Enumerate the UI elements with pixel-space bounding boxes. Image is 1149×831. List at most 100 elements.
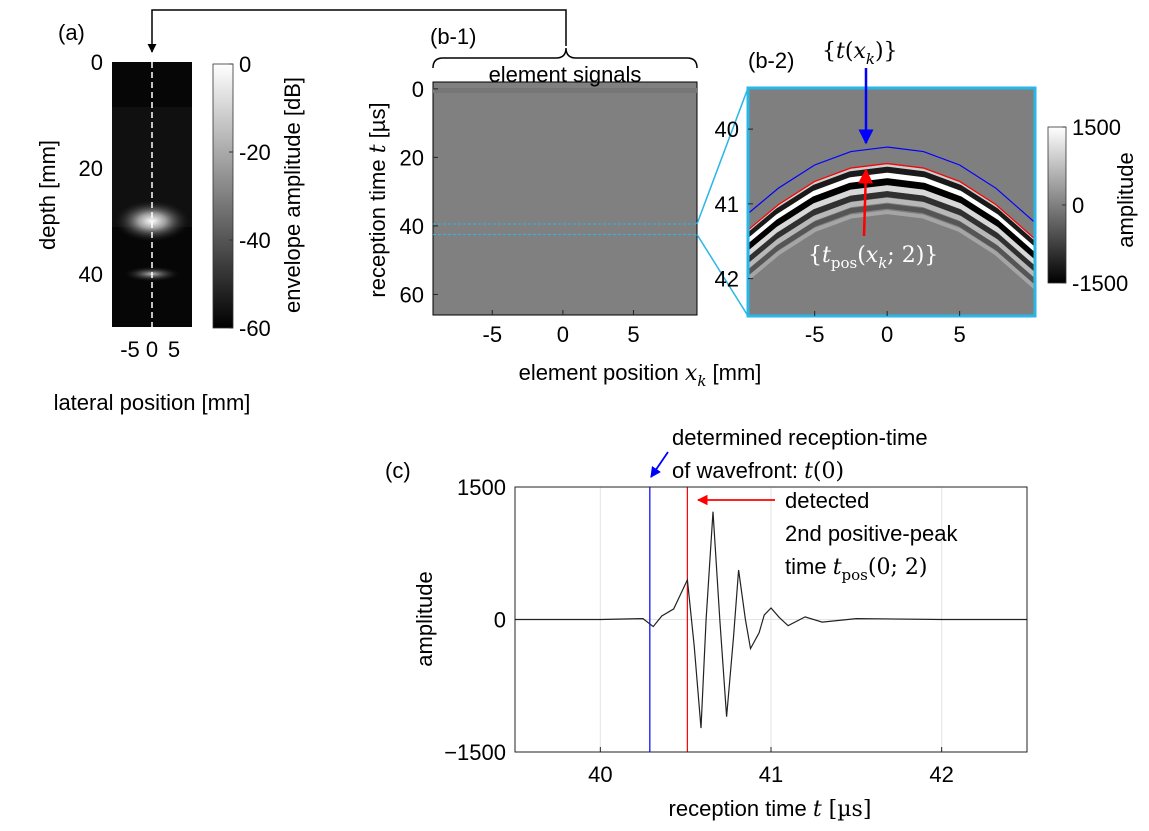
colorbar-label-part: envelope amplitude [dB]	[280, 77, 305, 313]
x-tick-label: 42	[929, 762, 953, 787]
x-tick-label: 0	[557, 322, 569, 347]
annotation: {t(xk)}	[822, 39, 898, 68]
y-axis-label: amplitude	[412, 571, 437, 666]
annotation-part: (0)	[813, 459, 844, 484]
annotation-arrow	[650, 451, 669, 478]
image-band	[748, 164, 1035, 243]
y-axis-label-part: depth [mm]	[35, 140, 60, 250]
annotation: time tpos(0; 2)	[785, 554, 927, 584]
colorbar-tick-label: -20	[239, 140, 271, 165]
annotation-part: t	[804, 459, 813, 484]
y-axis-label: reception time t [µs]	[365, 102, 391, 297]
annotation: detected	[785, 488, 869, 513]
x-axis-label-part: lateral position [mm]	[54, 390, 251, 415]
annotation-part: {	[822, 39, 836, 64]
curve	[748, 146, 1035, 224]
annotation-part: pos	[842, 566, 868, 584]
y-tick-label: 20	[400, 145, 424, 170]
y-axis-label-part: [µs]	[365, 102, 390, 144]
annotation-part: k	[878, 254, 887, 272]
echo	[112, 199, 192, 243]
x-axis-label-part: k	[697, 372, 706, 390]
y-tick-label: 40	[715, 117, 739, 142]
y-axis-label-part: amplitude	[412, 571, 437, 666]
waveform	[515, 511, 1027, 729]
y-tick-label: 20	[79, 156, 103, 181]
x-axis-label: reception time t [µs]	[669, 796, 872, 822]
zoom-line	[696, 87, 749, 225]
annotation-part: of wavefront:	[672, 458, 804, 483]
annotation-part: t	[833, 555, 842, 580]
y-tick-label: 1500	[457, 475, 506, 500]
x-axis-label-part: [µs]	[822, 797, 872, 822]
image-band	[748, 185, 1035, 266]
connector-arrow	[147, 9, 567, 53]
annotation: determined reception-time	[672, 425, 928, 450]
x-tick-label: -5	[483, 322, 503, 347]
image-band	[748, 178, 1035, 261]
x-axis-label: element position xk [mm]	[519, 360, 762, 390]
image-band	[748, 203, 1035, 284]
y-tick-label: 60	[400, 282, 424, 307]
image-band	[433, 88, 697, 93]
annotation-part: x	[866, 243, 879, 268]
colorbar-label: amplitude	[1113, 152, 1138, 247]
image-band	[748, 191, 1035, 272]
y-tick-label: 0	[494, 608, 506, 633]
x-tick-label: 0	[881, 322, 893, 347]
x-axis-label-part: x	[685, 361, 698, 386]
y-tick-label: 41	[715, 192, 739, 217]
y-axis-label-part: reception time	[365, 153, 390, 297]
annotation-part: )}	[875, 39, 898, 64]
image-band	[748, 210, 1035, 290]
x-tick-label: 40	[588, 762, 612, 787]
x-tick-label: 5	[954, 322, 966, 347]
colorbar-tick-label: -1500	[1072, 271, 1128, 296]
colorbar	[212, 63, 234, 329]
image	[432, 81, 698, 316]
x-tick-label: 5	[627, 322, 639, 347]
annotation-part: time	[785, 554, 833, 579]
y-axis-label-part: t	[366, 144, 391, 153]
colorbar-tick-label: 1500	[1072, 115, 1121, 140]
panel-label: (a)	[58, 20, 85, 45]
annotation-part: (	[845, 39, 854, 64]
image-band	[748, 197, 1035, 278]
x-tick-label: -5	[120, 337, 140, 362]
annotation-part: detected	[785, 488, 869, 513]
annotation-part: 2nd positive-peak	[785, 521, 958, 546]
x-axis-label-part: element position	[519, 360, 685, 385]
colorbar-tick-label: -40	[239, 228, 271, 253]
annotation: of wavefront: t(0)	[672, 458, 844, 484]
colorbar-tick-label: 0	[239, 52, 251, 77]
y-tick-label: −1500	[444, 740, 506, 765]
zoom-line	[696, 234, 749, 317]
annotation-part: k	[866, 50, 875, 68]
frame	[746, 86, 1037, 318]
colorbar-tick-label: 0	[1072, 193, 1084, 218]
x-axis-label-part: t	[813, 797, 822, 822]
annotation: {tpos(xk; 2)}	[808, 243, 938, 272]
panel-label: (b-1)	[430, 24, 476, 49]
y-tick-label: 40	[79, 262, 103, 287]
annotation-arrow	[858, 168, 874, 237]
chart-title: element signals	[489, 62, 642, 87]
image-band	[748, 172, 1035, 255]
annotation-part: determined reception-time	[672, 425, 928, 450]
y-tick-label: 40	[400, 214, 424, 239]
y-tick-label: 0	[412, 77, 424, 102]
y-tick-label: 42	[715, 267, 739, 292]
colorbar-tick-label: -60	[239, 316, 271, 341]
annotation: 2nd positive-peak	[785, 521, 958, 546]
y-axis-label: depth [mm]	[35, 140, 60, 250]
x-axis-label-part: reception time	[669, 796, 813, 821]
brace	[432, 47, 698, 69]
x-tick-label: 5	[168, 337, 180, 362]
annotation-part: (0; 2)	[868, 555, 928, 580]
y-tick-label: 0	[91, 50, 103, 75]
x-tick-label: 41	[759, 762, 783, 787]
x-tick-label: 0	[146, 337, 158, 362]
x-axis-label: lateral position [mm]	[54, 390, 251, 415]
colorbar-label: envelope amplitude [dB]	[280, 77, 305, 313]
annotation-part: t	[836, 39, 845, 64]
